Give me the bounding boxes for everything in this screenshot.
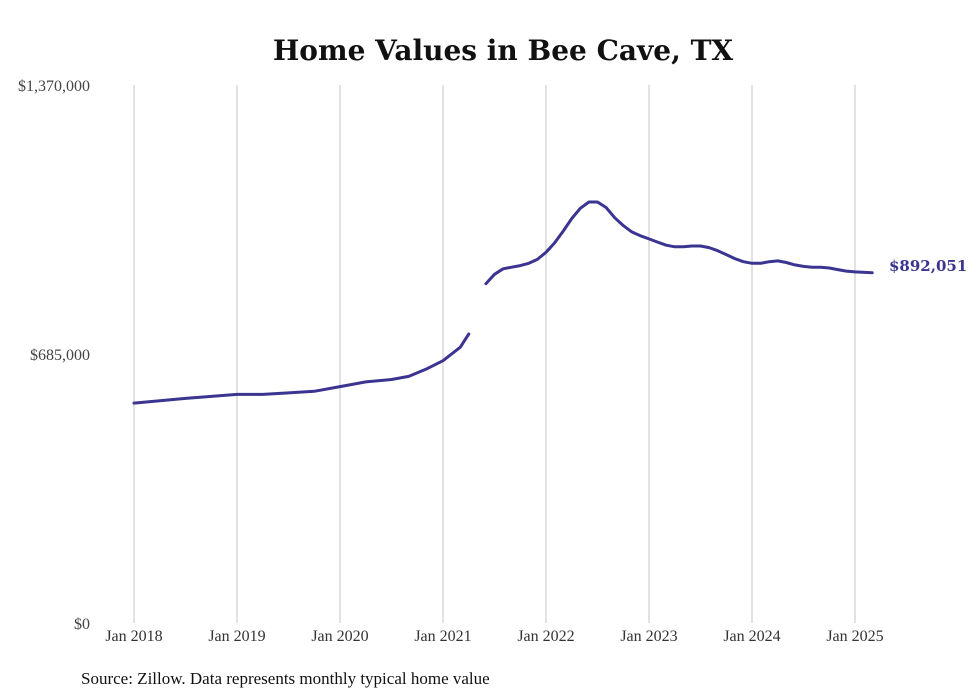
x-tick-label: Jan 2024: [723, 628, 780, 645]
x-tick-label: Jan 2022: [517, 628, 574, 645]
x-axis: Jan 2018 Jan 2019 Jan 2020 Jan 2021 Jan 2022…: [105, 628, 883, 645]
x-tick-label: Jan 2023: [620, 628, 677, 645]
series-line-segment-1: [484, 200, 874, 286]
y-tick-label: $1,370,000: [18, 78, 90, 95]
series-line: [132, 200, 874, 405]
source-note: Source: Zillow. Data represents monthly …: [81, 669, 490, 688]
x-tick-label: Jan 2018: [105, 628, 162, 645]
series-line-segment-0: [132, 332, 471, 405]
grid-layer: [133, 85, 856, 623]
chart-title: Home Values in Bee Cave, TX: [273, 34, 734, 67]
x-tick-label: Jan 2019: [208, 628, 265, 645]
x-tick-label: Jan 2020: [311, 628, 368, 645]
x-tick-label: Jan 2025: [826, 628, 883, 645]
y-axis: $0 $685,000 $1,370,000: [18, 78, 90, 633]
x-tick-label: Jan 2021: [414, 628, 471, 645]
y-tick-label: $0: [74, 616, 90, 633]
y-tick-label: $685,000: [30, 347, 90, 364]
end-value-label: $892,051: [889, 257, 967, 275]
